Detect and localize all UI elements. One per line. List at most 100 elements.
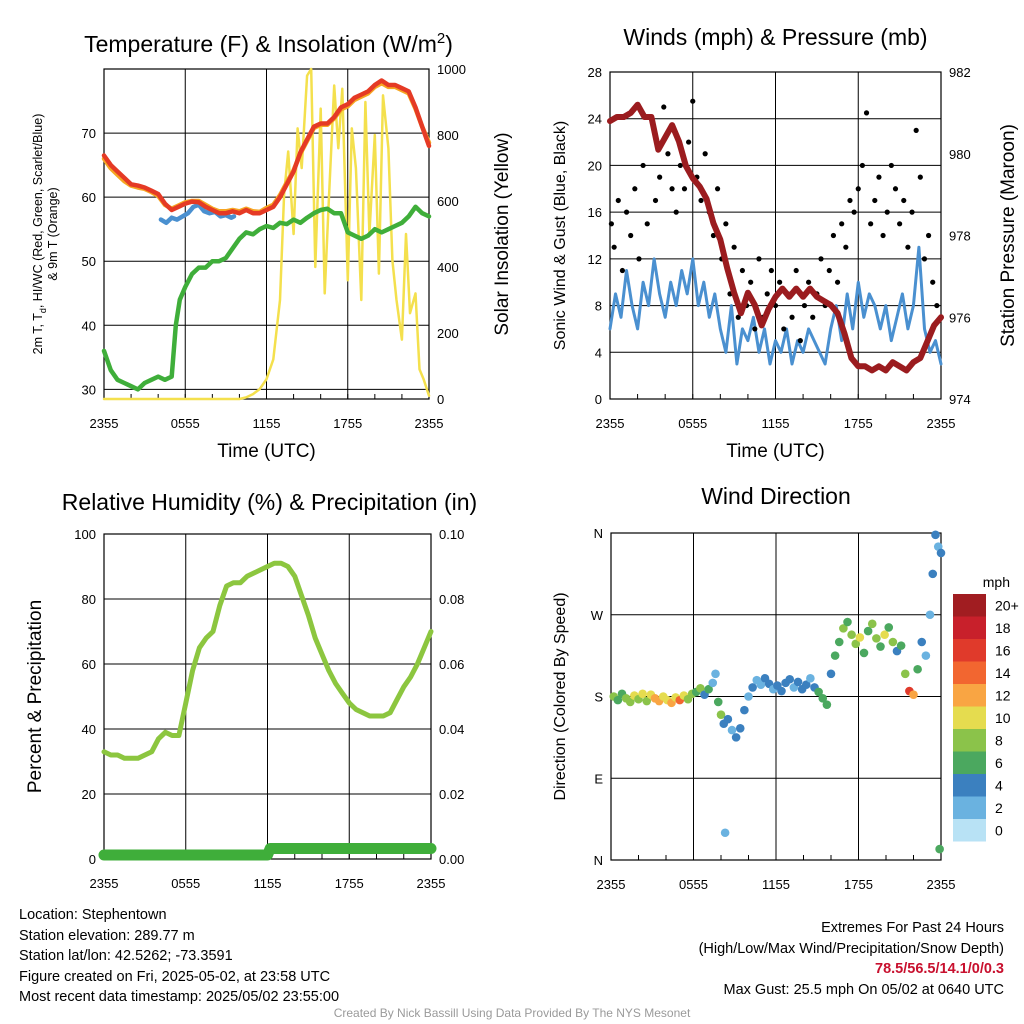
- created-text: Figure created on Fri, 2025-05-02, at 23…: [19, 968, 331, 985]
- wind-gust-point: [665, 151, 671, 157]
- rh-y2tick-label: 0.10: [439, 527, 464, 542]
- wind-ytick-label: 4: [595, 345, 602, 360]
- wind-gust-point: [735, 314, 741, 320]
- legend-label: 8: [995, 732, 1003, 748]
- dir-title: Wind Direction: [701, 483, 851, 509]
- wind-gust-point: [826, 267, 832, 274]
- wind-gust-point: [830, 232, 837, 239]
- dir-ytick-label: E: [594, 771, 603, 786]
- temp-ytick-label: 30: [82, 382, 96, 397]
- dir-point: [921, 651, 931, 660]
- wind-y2tick-label: 974: [949, 392, 971, 407]
- rh-ytick-label: 100: [74, 527, 96, 542]
- wind-gust-point: [611, 244, 617, 250]
- wind-gust-point: [897, 221, 903, 227]
- wind-gust-point: [925, 232, 932, 239]
- dir-point: [740, 705, 749, 715]
- max-gust-text: Max Gust: 25.5 mph On 05/02 at 0640 UTC: [723, 981, 1004, 998]
- dir-ytick-label: W: [591, 608, 604, 623]
- legend-title: mph: [983, 574, 1010, 590]
- temp-y2tick-label: 400: [437, 260, 459, 275]
- rh-y2tick-label: 0.08: [439, 592, 464, 607]
- temp-y2tick-label: 800: [437, 128, 459, 143]
- timestamp-text: Most recent data timestamp: 2025/05/02 2…: [19, 989, 340, 1005]
- wind-gust-point: [917, 174, 923, 180]
- dir-point: [843, 617, 852, 627]
- wind-gust-point: [657, 174, 663, 180]
- wind-gust-point: [661, 104, 667, 110]
- wind-gust-point: [714, 186, 721, 192]
- dir-point: [720, 828, 730, 838]
- legend-swatch: [953, 751, 986, 774]
- wind-gust-point: [756, 256, 762, 262]
- dir-point: [851, 639, 861, 649]
- wind-gust-point: [781, 326, 787, 332]
- extremes-box: Extremes For Past 24 Hours (High/Low/Max…: [699, 918, 1004, 1000]
- wind-gust-point: [810, 314, 816, 320]
- wind-gust-point: [851, 209, 857, 215]
- temp-y2tick-label: 200: [437, 326, 459, 341]
- wind-gust-point: [892, 186, 899, 192]
- dir-point: [748, 683, 757, 692]
- dir-point: [928, 569, 938, 579]
- wind-gust-point: [872, 197, 878, 204]
- wind-xtick-label: 1155: [762, 416, 790, 431]
- dir-point: [642, 696, 652, 706]
- temp-y2tick-label: 600: [437, 194, 459, 209]
- legend-label: 20+: [995, 597, 1019, 613]
- wind-gust-point: [859, 162, 865, 169]
- dir-point: [716, 710, 726, 719]
- wind-ytick-label: 24: [588, 112, 602, 127]
- wind-gust-point: [905, 244, 911, 250]
- rh-y2tick-label: 0.06: [439, 657, 464, 672]
- wind-gust-point: [880, 232, 886, 239]
- wind-gust-point: [640, 162, 646, 169]
- rh-ylabel-left: Percent & Precipitation: [25, 600, 46, 793]
- dir-point: [735, 723, 745, 733]
- wind-gust-point: [608, 221, 614, 227]
- temp-y2tick-label: 1000: [437, 62, 466, 77]
- rh-xtick-label: 0555: [171, 876, 200, 891]
- wind-gust-point: [868, 221, 874, 227]
- legend-label: 14: [995, 665, 1011, 681]
- legend-label: 4: [995, 777, 1003, 793]
- dir-xtick-label: 2355: [597, 877, 626, 892]
- dir-point: [888, 637, 898, 647]
- extremes-subtitle: (High/Low/Max Wind/Precipitation/Snow De…: [698, 940, 1004, 957]
- wind-gust-point: [748, 279, 754, 285]
- wind-gust-point: [855, 186, 861, 192]
- wind-gust-point: [710, 232, 717, 239]
- credit-text: Created By Nick Bassill Using Data Provi…: [333, 1006, 691, 1020]
- wind-gust-point: [863, 110, 870, 116]
- wind-y2tick-label: 976: [949, 310, 971, 325]
- dir-point: [830, 651, 840, 660]
- wind-gust-point: [652, 197, 659, 204]
- legend-swatch: [953, 729, 986, 752]
- wind-ylabel-left: Sonic Wind & Gust (Blue, Black): [552, 121, 569, 350]
- dir-point: [744, 692, 753, 701]
- dir-point: [818, 694, 828, 703]
- wind-ylabel-right: Station Pressure (Maroon): [998, 124, 1019, 347]
- dir-point: [931, 530, 940, 540]
- dir-point: [859, 648, 869, 658]
- wind-gust-point: [834, 279, 841, 285]
- dir-point: [727, 725, 737, 735]
- wind-ytick-label: 16: [588, 205, 602, 220]
- wind-gust-point: [752, 326, 758, 332]
- dir-point: [876, 642, 885, 651]
- temp-title: Temperature (F) & Insolation (W/m2): [84, 30, 453, 57]
- legend-swatch: [953, 661, 986, 684]
- rh-y2tick-label: 0.00: [439, 852, 464, 867]
- wind-ytick-label: 28: [588, 65, 602, 80]
- temp-series-solar-insolation: [102, 67, 431, 401]
- dir-point: [713, 697, 723, 707]
- wind-gust-point: [921, 256, 928, 262]
- wind-gust-point: [623, 209, 630, 215]
- wind-gust-point: [768, 267, 774, 274]
- dir-point: [613, 695, 623, 705]
- dir-point: [917, 637, 927, 647]
- wind-title: Winds (mph) & Pressure (mb): [623, 24, 927, 50]
- wind-gust-point: [677, 162, 683, 169]
- wind-xtick-label: 2355: [927, 416, 956, 431]
